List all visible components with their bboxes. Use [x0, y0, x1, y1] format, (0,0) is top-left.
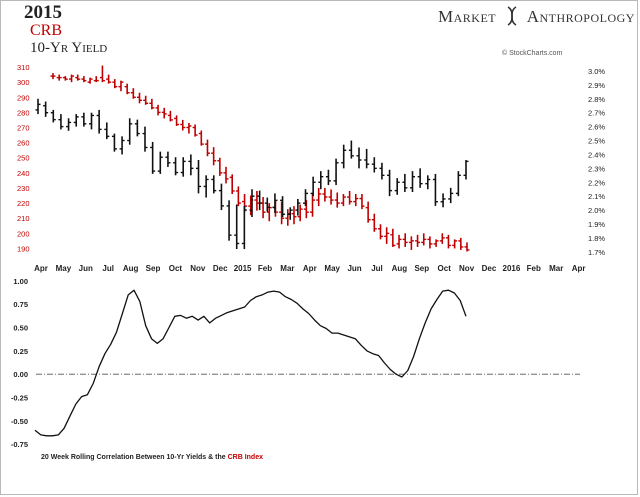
right-axis-tick-label: 1.8%	[588, 234, 605, 243]
caption-crb-highlight: CRB Index	[228, 454, 264, 461]
brand-logo: Market Anthropology	[438, 6, 635, 27]
caption-text: 20 Week Rolling Correlation Between 10-Y…	[41, 454, 228, 461]
x-tick-label: Apr	[303, 264, 317, 273]
left-axis-tick-label: 220	[17, 199, 30, 208]
right-axis-tick-label: 2.1%	[588, 192, 605, 201]
x-tick-label: Mar	[280, 264, 294, 273]
chart-title-year: 2015	[24, 2, 62, 23]
left-axis-tick-label: 210	[17, 214, 30, 223]
correlation-line	[34, 289, 467, 437]
x-tick-label: Mar	[549, 264, 563, 273]
x-tick-label: Dec	[213, 264, 228, 273]
left-axis-tick-label: 260	[17, 139, 30, 148]
credit-text: © StockCharts.com	[502, 50, 563, 57]
correlation-caption: 20 Week Rolling Correlation Between 10-Y…	[41, 454, 263, 461]
right-axis-tick-label: 2.9%	[588, 81, 605, 90]
right-axis-tick-label: 2.6%	[588, 123, 605, 132]
x-tick-label: Oct	[169, 264, 183, 273]
x-tick-label: Sep	[414, 264, 429, 273]
x-tick-label: May	[324, 264, 340, 273]
right-axis-tick-label: 2.8%	[588, 95, 605, 104]
right-axis-tick-label: 2.2%	[588, 178, 605, 187]
right-axis-tick-label: 2.5%	[588, 137, 605, 146]
corr-y-tick-label: -0.50	[11, 417, 28, 426]
right-axis-tick-label: 2.7%	[588, 109, 605, 118]
right-axis-tick-label: 2.3%	[588, 164, 605, 173]
x-tick-label: Aug	[392, 264, 408, 273]
right-axis-tick-label: 1.9%	[588, 220, 605, 229]
x-tick-label: Dec	[482, 264, 497, 273]
left-axis-tick-label: 280	[17, 108, 30, 117]
left-axis-tick-label: 290	[17, 93, 30, 102]
x-tick-label: Apr	[572, 264, 586, 273]
brand-right-text: Anthropology	[526, 7, 635, 26]
left-axis-tick-label: 270	[17, 123, 30, 132]
left-axis-tick-label: 200	[17, 229, 30, 238]
x-tick-label: Apr	[34, 264, 48, 273]
legend-crb-label: CRB	[30, 22, 63, 39]
corr-y-tick-label: 0.75	[13, 300, 28, 309]
dna-logo-icon	[507, 6, 517, 26]
x-tick-label: Jun	[347, 264, 361, 273]
corr-y-tick-label: 1.00	[13, 277, 28, 286]
corr-y-tick-label: 0.00	[13, 370, 28, 379]
right-axis-tick-label: 2.4%	[588, 150, 605, 159]
x-tick-label: Oct	[438, 264, 452, 273]
x-tick-label: May	[56, 264, 72, 273]
right-axis-tick-label: 3.0%	[588, 67, 605, 76]
left-axis-tick-label: 240	[17, 169, 30, 178]
corr-y-tick-label: -0.75	[11, 440, 28, 449]
x-tick-label: Sep	[146, 264, 161, 273]
x-tick-label: Nov	[190, 264, 206, 273]
x-tick-label: Feb	[527, 264, 541, 273]
x-tick-label: Feb	[258, 264, 272, 273]
corr-y-tick-label: -0.25	[11, 394, 28, 403]
left-axis-tick-label: 190	[17, 244, 30, 253]
corr-y-tick-label: 0.50	[13, 324, 28, 333]
x-tick-label: 2015	[234, 264, 252, 273]
left-axis-tick-label: 250	[17, 154, 30, 163]
left-axis-tick-label: 230	[17, 184, 30, 193]
right-axis-tick-label: 1.7%	[588, 248, 605, 257]
left-axis-tick-label: 300	[17, 78, 30, 87]
x-tick-label: Jul	[102, 264, 114, 273]
corr-y-tick-label: 0.25	[13, 347, 28, 356]
legend-yield-label: 10-Yr Yield	[30, 40, 108, 56]
right-axis-tick-label: 2.0%	[588, 206, 605, 215]
left-axis-tick-label: 310	[17, 63, 30, 72]
brand-left-text: Market	[438, 7, 497, 26]
x-tick-label: Aug	[123, 264, 139, 273]
x-tick-label: Jul	[371, 264, 383, 273]
x-tick-label: 2016	[503, 264, 521, 273]
x-tick-label: Jun	[79, 264, 93, 273]
x-tick-label: Nov	[459, 264, 475, 273]
